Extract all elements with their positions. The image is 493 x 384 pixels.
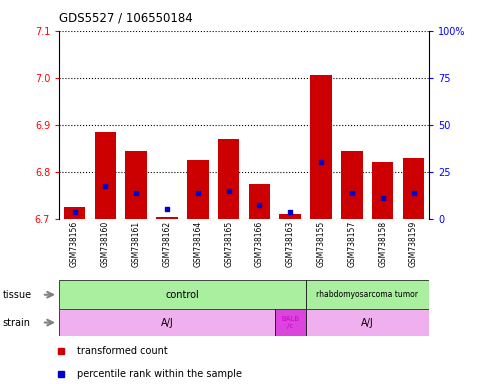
Text: GSM738166: GSM738166 xyxy=(255,221,264,267)
Text: strain: strain xyxy=(2,318,31,328)
Bar xyxy=(341,151,363,219)
Bar xyxy=(248,184,270,219)
Text: transformed count: transformed count xyxy=(77,346,168,356)
Text: rhabdomyosarcoma tumor: rhabdomyosarcoma tumor xyxy=(317,290,418,299)
Text: GSM738163: GSM738163 xyxy=(286,221,295,267)
Bar xyxy=(59,280,306,309)
Text: A/J: A/J xyxy=(161,318,174,328)
Bar xyxy=(59,309,275,336)
Bar xyxy=(310,75,332,219)
Text: GSM738161: GSM738161 xyxy=(132,221,141,267)
Text: GSM738159: GSM738159 xyxy=(409,221,418,267)
Text: GSM738155: GSM738155 xyxy=(317,221,325,267)
Bar xyxy=(403,158,424,219)
Text: tissue: tissue xyxy=(2,290,32,300)
Text: A/J: A/J xyxy=(361,318,374,328)
Bar xyxy=(156,217,178,219)
Text: GSM738165: GSM738165 xyxy=(224,221,233,267)
Bar xyxy=(95,132,116,219)
Bar xyxy=(275,309,306,336)
Text: GSM738156: GSM738156 xyxy=(70,221,79,267)
Bar xyxy=(306,280,429,309)
Text: GDS5527 / 106550184: GDS5527 / 106550184 xyxy=(59,12,193,25)
Text: GSM738164: GSM738164 xyxy=(193,221,202,267)
Bar xyxy=(372,162,393,219)
Text: control: control xyxy=(166,290,199,300)
Text: percentile rank within the sample: percentile rank within the sample xyxy=(77,369,242,379)
Text: GSM738160: GSM738160 xyxy=(101,221,110,267)
Bar xyxy=(64,207,85,219)
Text: GSM738162: GSM738162 xyxy=(163,221,172,267)
Bar xyxy=(280,214,301,219)
Text: GSM738158: GSM738158 xyxy=(378,221,387,267)
Bar xyxy=(125,151,147,219)
Bar xyxy=(306,309,429,336)
Bar xyxy=(187,160,209,219)
Text: BALB
/c: BALB /c xyxy=(281,316,299,329)
Text: GSM738157: GSM738157 xyxy=(348,221,356,267)
Bar xyxy=(218,139,240,219)
